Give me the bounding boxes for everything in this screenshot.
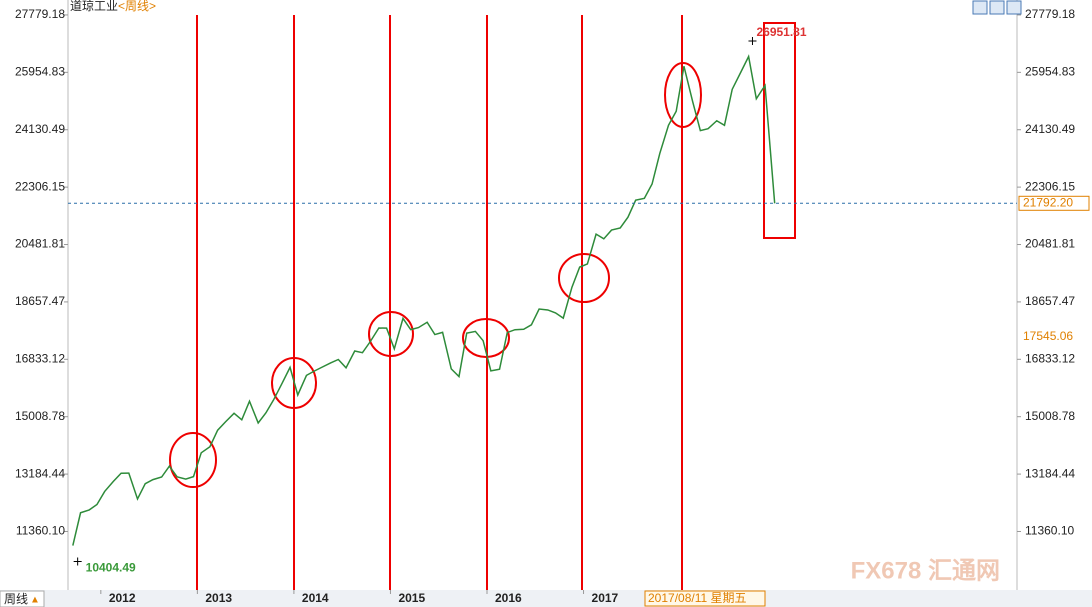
tool-button[interactable] [1006,0,1022,15]
period-label[interactable]: 周线 [4,592,28,606]
y-tick-label: 15008.78 [15,409,65,423]
y-tick-label: 27779.18 [15,7,65,21]
low-label: 10404.49 [86,561,136,575]
period-button[interactable] [0,590,45,607]
y-tick-label: 24130.49 [15,122,65,136]
y-tick-label: 16833.12 [1025,351,1075,365]
subtitle: <周线> [118,0,156,13]
highlight-box [763,22,796,239]
toolbar[interactable] [972,0,1022,15]
price-line [72,54,776,546]
y-tick-label: 22306.15 [1025,179,1075,193]
y-tick-label: 13184.44 [15,466,65,480]
tool-button[interactable] [972,0,988,15]
period-arrow[interactable]: ▲ [30,595,40,606]
tool-button[interactable] [989,0,1005,15]
circle [558,253,610,303]
y-tick-label: 13184.44 [1025,466,1075,480]
y-tick-label: 20481.81 [1025,237,1075,251]
annotations [169,15,796,590]
x-axis-band [0,590,1092,607]
y-tick-label: 11360.10 [1025,524,1074,538]
y-tick-label: 27779.18 [1025,7,1075,21]
y-tick-label: 16833.12 [15,351,65,365]
y-tick-label: 18657.47 [15,294,65,308]
high-marker [748,36,757,45]
y-tick-label: 20481.81 [15,237,65,251]
circle [462,318,510,358]
y-tick-label: 22306.15 [15,179,65,193]
watermark: FX678 汇通网 [851,557,1000,584]
last-price-box [1018,195,1090,211]
circle [368,311,414,357]
x-tick-label: 2012 [109,591,136,605]
circle [664,62,702,128]
low-marker [73,557,82,566]
y-tick-label: 25954.83 [1025,65,1075,79]
last-price-label: 21792.20 [1023,195,1073,209]
title: 道琼工业 [70,0,118,13]
high-label: 26951.81 [756,25,806,39]
x-tick-label: 2017 [592,591,619,605]
y-tick-label: 25954.83 [15,65,65,79]
y-tick-label: 11360.10 [16,524,65,538]
x-tick-label: 2015 [398,591,425,605]
y-tick-label: 24130.49 [1025,122,1075,136]
ref-price-label: 17545.06 [1023,329,1073,343]
y-tick-label: 15008.78 [1025,409,1075,423]
x-tick-label: 2014 [302,591,329,605]
x-tick-label: 2016 [495,591,522,605]
y-tick-label: 18657.47 [1025,294,1075,308]
cursor-label: 2017/08/11 星期五 [648,591,747,605]
cursor-box [644,590,766,607]
circle [169,432,217,488]
x-tick-label: 2013 [205,591,232,605]
circle [271,357,317,409]
